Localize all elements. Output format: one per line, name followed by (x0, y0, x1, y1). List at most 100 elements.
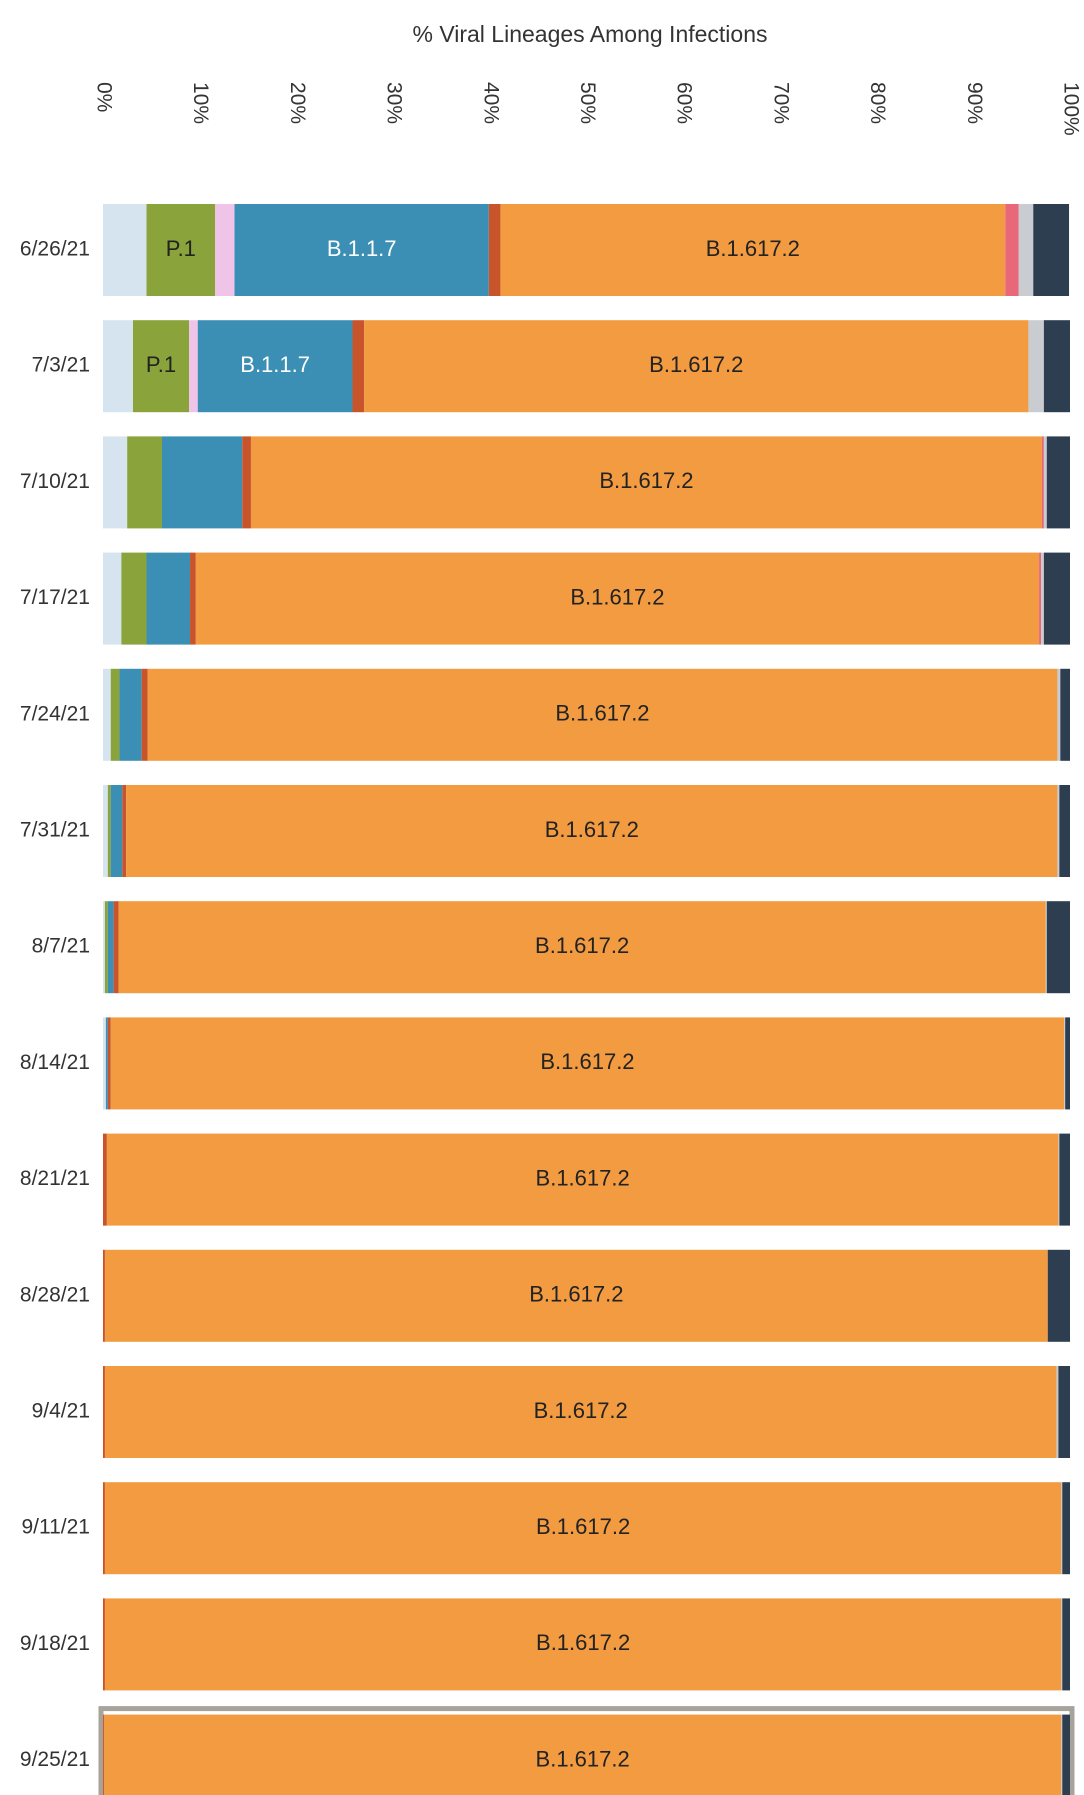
x-tick-label: 50% (576, 82, 599, 124)
segment-label: B.1.617.2 (529, 1282, 623, 1307)
x-tick: 60% (673, 82, 696, 124)
y-tick-label: 8/28/21 (20, 1283, 90, 1306)
bar-segment (1059, 785, 1070, 877)
segment-label: B.1.1.7 (327, 236, 397, 261)
x-tick: 70% (769, 82, 792, 124)
bar-segment (250, 436, 1042, 529)
bar-segment (161, 436, 243, 529)
bar-segment (104, 1249, 1048, 1342)
y-tick-label: 7/10/21 (20, 470, 90, 493)
bar-segment (103, 552, 122, 645)
bar-segment (103, 204, 147, 296)
bar-segment (103, 1017, 106, 1110)
segment-label: P.1 (146, 352, 176, 377)
bar-segment (146, 204, 216, 296)
bar-segment (118, 901, 1046, 994)
segment-label: B.1.617.2 (536, 1630, 630, 1655)
bar-segment (1061, 1714, 1063, 1795)
bar-segment (1018, 204, 1034, 296)
y-tick-label: 9/11/21 (21, 1516, 90, 1539)
bar-segment (1056, 1366, 1059, 1458)
x-tick: 20% (286, 82, 309, 124)
segment-label: B.1.617.2 (540, 1049, 634, 1074)
y-tick-label: 8/7/21 (32, 935, 90, 958)
bar-segment (488, 204, 501, 296)
bar-segment (1028, 320, 1044, 413)
bar-segment (110, 668, 120, 761)
bar-segment (1062, 1598, 1070, 1691)
bar-segment (1059, 1133, 1070, 1226)
x-tick: 0% (92, 82, 115, 112)
chart-title: % Viral Lineages Among Infections (412, 21, 767, 47)
bar-segment (113, 901, 119, 994)
bar-segment (103, 1714, 1062, 1795)
bar-segment (146, 552, 191, 645)
bar-segment (103, 1133, 107, 1226)
x-tick-label: 0% (92, 82, 115, 112)
bar-segment (364, 320, 1029, 413)
segment-label: B.1.617.2 (536, 1165, 630, 1190)
bar-segment (1057, 668, 1061, 761)
y-tick-label: 6/26/21 (20, 238, 90, 261)
bar-segment (103, 1714, 104, 1795)
segment-label: B.1.617.2 (535, 933, 629, 958)
y-tick-label: 7/24/21 (20, 702, 90, 725)
bar-segment (105, 1017, 108, 1110)
bar-segment (1062, 1714, 1070, 1795)
bar-segment (126, 785, 1058, 877)
bar-segment (121, 552, 147, 645)
bar-segment (132, 320, 190, 413)
bar-segment (110, 1017, 1065, 1110)
segment-label: B.1.617.2 (599, 468, 693, 493)
x-tick: 80% (866, 82, 889, 124)
bar-segment (1057, 785, 1060, 877)
bar-segment (110, 785, 123, 877)
y-tick-label: 8/21/21 (20, 1167, 90, 1190)
bar-segment (119, 668, 142, 761)
x-tick-label: 80% (866, 82, 889, 124)
segment-label: B.1.617.2 (649, 352, 743, 377)
bar-segment (104, 1598, 1062, 1691)
bar-segment (1005, 204, 1019, 296)
bar-segment (1043, 552, 1070, 645)
bar-segment (106, 1133, 1059, 1226)
bar-segment (190, 552, 196, 645)
bar-segment (1040, 552, 1044, 645)
bar-segment (103, 785, 108, 877)
bar-segment (234, 204, 489, 296)
y-tick-label: 9/25/21 (20, 1748, 90, 1771)
y-tick-label: 7/17/21 (20, 586, 90, 609)
bar-segment (242, 436, 251, 529)
x-tick: 30% (383, 82, 406, 124)
y-tick-label: 9/4/21 (32, 1400, 90, 1423)
bar-segment (1058, 1133, 1060, 1226)
bar-segment (103, 1482, 105, 1575)
bar-segment (1060, 668, 1070, 761)
bar-segment (1047, 1249, 1070, 1342)
bar-segment (141, 668, 148, 761)
bar-segment (1061, 1598, 1063, 1691)
bar-segment (107, 785, 111, 877)
bar-segment (103, 436, 128, 529)
x-tick-label: 100% (1059, 82, 1082, 136)
bar-segment (147, 668, 1058, 761)
bar-segment (104, 901, 108, 994)
x-tick: 90% (963, 82, 986, 124)
bar-segment (1039, 552, 1041, 645)
bar-segment (107, 1017, 111, 1110)
segment-label: B.1.617.2 (706, 236, 800, 261)
y-tick-label: 7/3/21 (32, 354, 90, 377)
bar-segment (1065, 1017, 1070, 1110)
bar-segment (197, 320, 353, 413)
bar-segment (1062, 1482, 1070, 1575)
x-tick: 100% (1059, 82, 1082, 136)
bar-segment (127, 436, 162, 529)
segment-label: B.1.617.2 (536, 1514, 630, 1539)
y-tick-label: 7/31/21 (20, 819, 90, 842)
bar-segment (195, 552, 1040, 645)
bar-segment (103, 320, 133, 413)
x-tick-label: 10% (189, 82, 212, 124)
x-tick: 50% (576, 82, 599, 124)
segment-label: B.1.617.2 (534, 1398, 628, 1423)
bar-segment (103, 668, 111, 761)
